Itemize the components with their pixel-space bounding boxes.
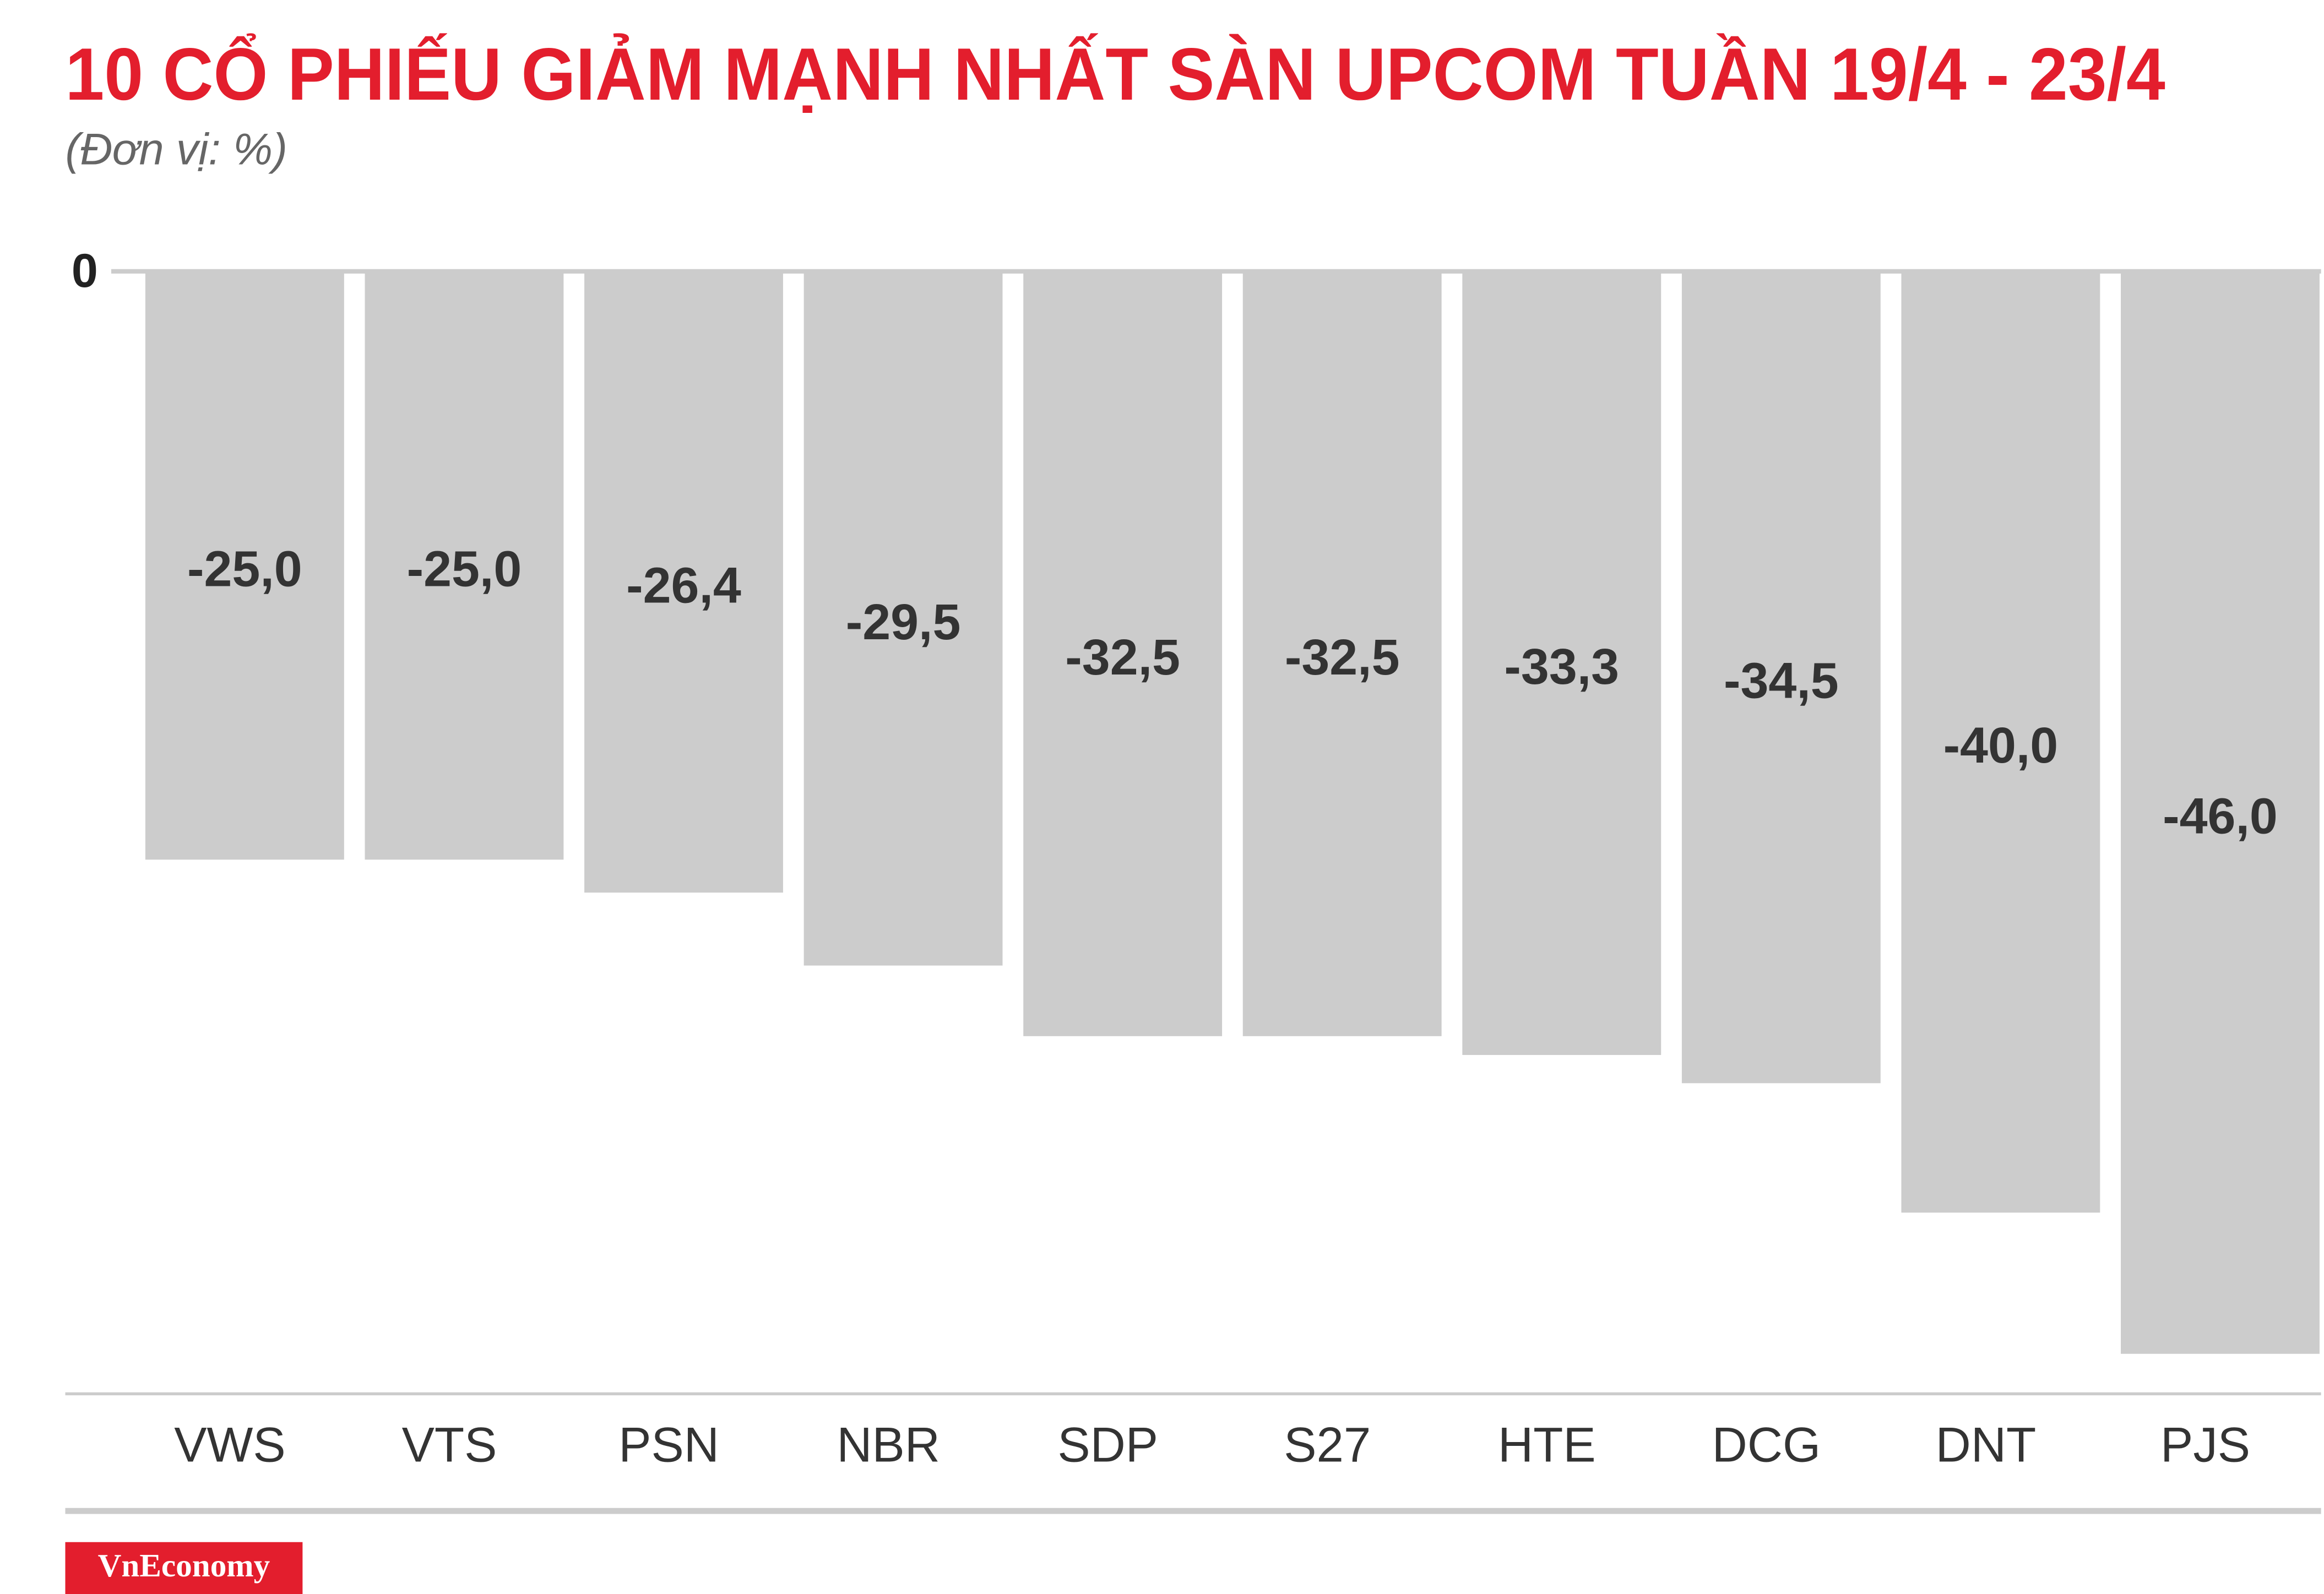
x-tick-label: VTS [402,1418,497,1472]
bar [1242,271,1442,1036]
x-tick-label: SDP [1057,1418,1158,1472]
bar [1901,271,2100,1213]
brand-box [65,1542,303,1594]
y-tick-label: 0 [72,244,98,297]
bar [2121,271,2320,1354]
value-label: -25,0 [407,541,522,597]
x-tick-label: DNT [1936,1418,2037,1472]
value-label: -32,5 [1065,629,1180,686]
x-tick-label: VWS [174,1418,285,1472]
bar [1462,271,1661,1056]
bar [1023,271,1223,1036]
value-label: -40,0 [1943,717,2059,774]
x-tick-label: HTE [1498,1418,1596,1472]
bar [1681,271,1881,1084]
bar [584,271,783,893]
chart-title: 10 CỔ PHIẾU GIẢM MẠNH NHẤT SÀN UPCOM TUẦ… [66,32,2165,116]
x-tick-label: PJS [2160,1418,2250,1472]
value-label: -32,5 [1285,629,1400,686]
x-tick-label: NBR [837,1418,940,1472]
x-tick-label: PSN [618,1418,719,1472]
bar [803,271,1003,966]
brand: VnEconomy [98,1547,270,1584]
value-label: -29,5 [846,594,961,650]
x-tick-label: S27 [1284,1418,1371,1472]
bar [145,271,344,860]
chart-subtitle: (Đơn vị: %) [66,125,287,175]
value-label: -33,3 [1504,639,1619,695]
bar [365,271,564,860]
value-label: -34,5 [1724,653,1839,709]
x-tick-label: DCG [1712,1418,1821,1472]
value-label: -46,0 [2163,788,2278,844]
value-label: -26,4 [626,558,741,614]
value-label: -25,0 [187,541,302,597]
